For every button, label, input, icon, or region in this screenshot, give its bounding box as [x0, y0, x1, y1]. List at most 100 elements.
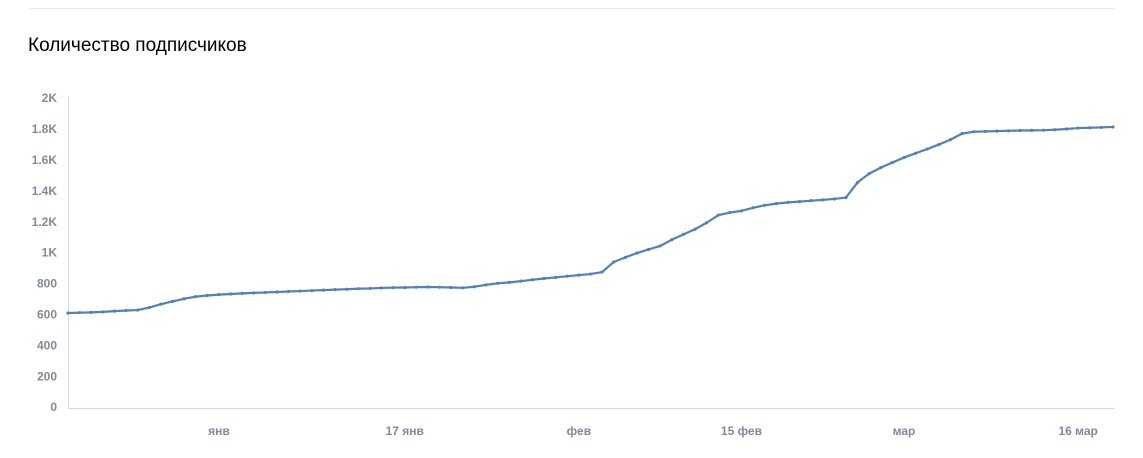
point: [287, 289, 291, 294]
point: [705, 221, 709, 225]
point: [937, 142, 941, 147]
point: [333, 288, 337, 292]
point: [298, 289, 302, 293]
point: [461, 286, 465, 290]
point: [484, 283, 488, 287]
point: [763, 203, 767, 207]
point: [112, 309, 117, 313]
point: [948, 138, 953, 142]
y-tick-label: 600: [37, 307, 57, 321]
point: [136, 308, 140, 312]
y-tick-label: 1.8K: [32, 122, 58, 136]
point: [1064, 127, 1069, 131]
y-tick-label: 1.4K: [32, 184, 58, 198]
point: [554, 275, 558, 280]
point: [519, 279, 523, 283]
point: [228, 292, 233, 296]
point: [368, 286, 372, 291]
point: [1053, 128, 1057, 132]
point: [507, 280, 511, 284]
point: [925, 147, 929, 151]
point: [658, 244, 662, 248]
point: [391, 286, 395, 290]
x-tick-label: мар: [893, 424, 916, 438]
point: [89, 310, 93, 314]
point: [809, 199, 813, 203]
point: [902, 155, 906, 160]
point: [275, 290, 279, 294]
point: [751, 206, 755, 210]
point: [565, 274, 569, 278]
point: [217, 292, 221, 297]
point: [124, 308, 128, 313]
point: [182, 297, 186, 301]
point: [1041, 128, 1045, 132]
point: [449, 285, 453, 290]
point: [681, 232, 685, 236]
point: [321, 288, 326, 292]
y-tick-label: 200: [37, 369, 57, 383]
point: [472, 285, 476, 289]
point: [879, 165, 883, 170]
y-tick-label: 400: [37, 338, 57, 352]
point: [66, 311, 70, 315]
x-tick-label: фев: [567, 424, 591, 438]
y-tick-label: 1.2K: [32, 215, 58, 229]
point: [855, 180, 860, 185]
point: [972, 130, 976, 134]
y-tick-label: 2K: [42, 91, 58, 105]
point: [728, 210, 732, 215]
point: [1076, 126, 1080, 130]
point: [1030, 128, 1034, 132]
point: [496, 281, 500, 285]
point: [403, 285, 407, 290]
point: [739, 209, 744, 213]
y-tick-label: 0: [50, 400, 57, 414]
chart-title: Количество подписчиков: [28, 35, 247, 56]
x-tick-label: янв: [208, 424, 230, 438]
point: [797, 199, 802, 204]
point: [983, 129, 987, 134]
point: [960, 132, 964, 136]
point: [170, 299, 175, 303]
point: [159, 302, 163, 306]
point: [1088, 126, 1092, 130]
point: [995, 129, 999, 133]
point: [890, 160, 894, 165]
point: [205, 293, 209, 298]
point: [542, 276, 546, 281]
point: [844, 195, 848, 200]
point: [147, 305, 151, 310]
point: [600, 270, 604, 274]
y-tick-label: 1.6K: [32, 153, 58, 167]
point: [240, 291, 244, 295]
point: [1018, 128, 1022, 133]
line: [67, 125, 1114, 315]
point: [101, 310, 105, 314]
x-tick-label: 15 фев: [721, 424, 762, 438]
point: [1006, 129, 1011, 133]
point: [78, 311, 82, 315]
point: [635, 251, 639, 255]
point: [194, 295, 198, 299]
point: [310, 288, 314, 293]
y-tick-label: 800: [37, 277, 57, 291]
point: [437, 285, 442, 289]
point: [426, 285, 430, 289]
y-tick-label: 1K: [42, 246, 58, 260]
point: [1099, 125, 1103, 130]
point: [379, 286, 384, 290]
point: [716, 213, 720, 217]
point: [832, 197, 836, 201]
point: [646, 247, 651, 252]
point: [414, 285, 418, 289]
point: [623, 255, 627, 259]
point: [670, 238, 674, 242]
point: [1111, 125, 1115, 129]
point: [530, 278, 535, 282]
point: [263, 290, 267, 295]
point: [356, 287, 360, 291]
point: [252, 291, 256, 295]
